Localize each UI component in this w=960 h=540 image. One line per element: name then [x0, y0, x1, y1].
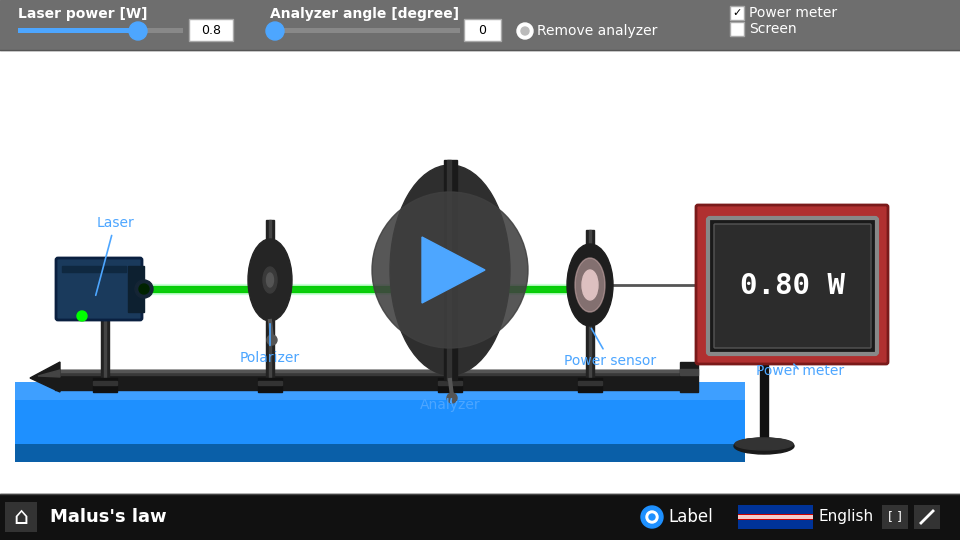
Circle shape	[521, 27, 529, 35]
Ellipse shape	[267, 273, 274, 287]
Circle shape	[646, 511, 658, 523]
Bar	[128, 266, 144, 312]
Text: English: English	[818, 510, 874, 524]
Bar	[93, 381, 117, 385]
Text: Power sensor: Power sensor	[564, 328, 656, 368]
Text: Laser power [W]: Laser power [W]	[18, 7, 148, 21]
Circle shape	[77, 311, 87, 321]
Bar	[754, 278, 762, 292]
Circle shape	[266, 22, 284, 40]
Bar	[269, 220, 271, 378]
Text: Malus's law: Malus's law	[50, 508, 167, 526]
Bar	[258, 378, 282, 392]
Ellipse shape	[248, 239, 292, 321]
Bar	[55, 370, 685, 375]
Circle shape	[129, 22, 147, 40]
Circle shape	[641, 506, 663, 528]
Bar	[680, 369, 698, 375]
Bar	[144, 284, 590, 294]
Ellipse shape	[735, 438, 793, 450]
Circle shape	[649, 514, 655, 520]
Bar	[101, 300, 109, 378]
Ellipse shape	[582, 270, 598, 300]
Bar	[738, 515, 813, 519]
Bar	[5, 502, 37, 532]
Text: ⌂: ⌂	[13, 505, 29, 529]
Bar	[730, 6, 744, 20]
Bar	[62, 266, 126, 272]
Bar	[18, 28, 138, 33]
FancyBboxPatch shape	[189, 19, 233, 41]
Text: 0.80 W: 0.80 W	[739, 272, 845, 300]
Text: Analyzer: Analyzer	[420, 398, 480, 412]
Circle shape	[372, 192, 528, 348]
Bar	[266, 220, 274, 378]
Polygon shape	[38, 370, 60, 377]
Bar	[144, 286, 590, 292]
FancyBboxPatch shape	[708, 218, 877, 354]
Bar	[438, 378, 462, 392]
FancyBboxPatch shape	[714, 224, 871, 348]
FancyBboxPatch shape	[464, 19, 501, 41]
Bar	[760, 270, 768, 450]
Circle shape	[139, 284, 149, 294]
Polygon shape	[422, 237, 485, 303]
Text: Analyzer angle [degree]: Analyzer angle [degree]	[270, 7, 459, 21]
Bar	[0, 0, 960, 50]
Text: Power meter: Power meter	[756, 364, 844, 378]
Bar	[446, 200, 454, 378]
Text: [ ]: [ ]	[888, 510, 902, 523]
Ellipse shape	[567, 244, 613, 326]
Bar	[270, 28, 460, 33]
Bar	[104, 300, 106, 378]
Circle shape	[135, 280, 153, 298]
Bar	[680, 362, 698, 392]
Text: Label: Label	[668, 508, 712, 526]
Bar	[55, 370, 685, 390]
Bar	[449, 200, 451, 378]
Bar	[914, 505, 940, 529]
Bar	[586, 230, 594, 378]
Bar	[55, 370, 685, 372]
Text: Polarizer: Polarizer	[240, 324, 300, 365]
Bar	[438, 381, 462, 385]
Circle shape	[447, 393, 457, 403]
Bar	[444, 160, 457, 380]
Bar	[578, 381, 602, 385]
Circle shape	[267, 335, 277, 345]
Text: Remove analyzer: Remove analyzer	[537, 24, 658, 38]
Bar	[578, 378, 602, 392]
Bar	[270, 28, 275, 33]
Bar	[0, 50, 960, 495]
Bar	[882, 505, 908, 529]
Bar	[589, 230, 591, 378]
Circle shape	[517, 23, 533, 39]
FancyBboxPatch shape	[696, 205, 888, 364]
Text: ✓: ✓	[732, 8, 742, 18]
Bar	[15, 382, 745, 462]
Text: 0.8: 0.8	[201, 24, 221, 37]
Bar	[15, 444, 745, 462]
Ellipse shape	[734, 438, 794, 454]
Text: Power meter: Power meter	[749, 6, 837, 20]
Bar	[258, 381, 282, 385]
Bar	[738, 514, 813, 520]
Bar	[447, 160, 451, 380]
Text: Screen: Screen	[749, 22, 797, 36]
Polygon shape	[30, 362, 60, 392]
FancyBboxPatch shape	[56, 258, 142, 320]
Bar	[0, 494, 960, 540]
Ellipse shape	[263, 267, 277, 293]
Bar	[730, 22, 744, 36]
Text: 0: 0	[478, 24, 486, 37]
Text: Laser: Laser	[96, 216, 133, 295]
Ellipse shape	[575, 258, 605, 312]
Bar	[18, 28, 183, 33]
Bar	[15, 382, 745, 400]
Bar	[738, 505, 813, 529]
Bar	[93, 378, 117, 392]
Ellipse shape	[390, 165, 510, 375]
